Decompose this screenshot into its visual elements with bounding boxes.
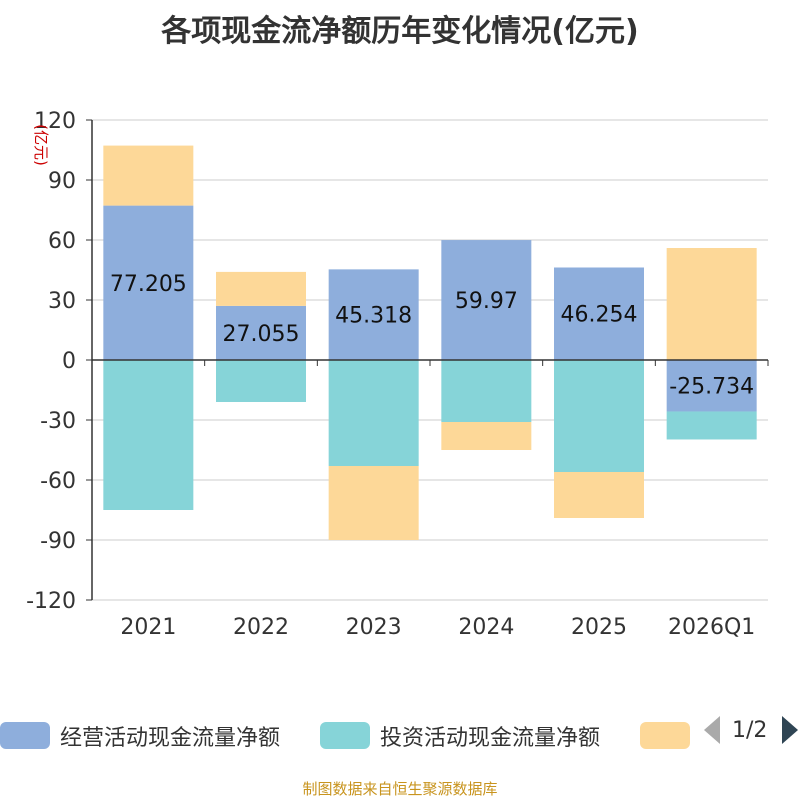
data-label: -25.734 xyxy=(669,375,754,400)
legend-swatch xyxy=(320,722,370,749)
data-label: 59.97 xyxy=(455,289,518,314)
bar-series3-0 xyxy=(103,145,194,206)
legend-label: 经营活动现金流量净额 xyxy=(60,726,281,751)
bar-series2-1 xyxy=(216,360,306,402)
bar-series1-1 xyxy=(216,305,306,360)
data-labels: 77.205 27.055 45.318 59.97 46.254 -25.734 xyxy=(110,272,754,400)
bar-series3-2 xyxy=(328,466,419,540)
y-tick-label: -120 xyxy=(26,589,76,614)
legend-swatch xyxy=(640,722,690,749)
bar-series1-4 xyxy=(554,267,644,360)
bar-series3-3 xyxy=(441,422,532,450)
x-tick-label: 2026Q1 xyxy=(668,615,755,640)
legend-next-arrow-icon[interactable] xyxy=(782,716,798,744)
data-label: 46.254 xyxy=(561,303,638,328)
legend-prev-arrow-icon[interactable] xyxy=(704,716,720,744)
legend: 经营活动现金流量净额 投资活动现金流量净额 xyxy=(0,714,800,754)
bar-series1-0 xyxy=(103,205,194,360)
data-label: 45.318 xyxy=(335,304,412,329)
bar-series3-4 xyxy=(554,472,644,518)
y-tick-label: 90 xyxy=(48,169,76,194)
bar-series3-5 xyxy=(666,248,757,360)
y-tick-label: 0 xyxy=(62,349,76,374)
y-tick-label: 30 xyxy=(48,289,76,314)
bar-series1-3 xyxy=(441,240,532,360)
legend-swatch xyxy=(0,722,50,749)
chart-title: 各项现金流净额历年变化情况(亿元) xyxy=(161,14,639,49)
bars xyxy=(103,145,757,540)
y-tick-label: 60 xyxy=(48,229,76,254)
bar-series1-5 xyxy=(666,360,757,412)
bar-series1-2 xyxy=(328,269,419,360)
x-tick-label: 2022 xyxy=(233,615,289,640)
y-tick-label: 120 xyxy=(34,109,76,134)
bar-series2-0 xyxy=(103,360,194,510)
y-axis-label: (亿元) xyxy=(32,124,50,166)
bar-series3-1 xyxy=(216,271,306,306)
y-tick-label: -30 xyxy=(40,409,76,434)
legend-page-indicator: 1/2 xyxy=(732,718,768,743)
x-tick-label: 2023 xyxy=(346,615,402,640)
data-label: 77.205 xyxy=(110,272,187,297)
bar-series2-5 xyxy=(666,411,757,440)
bar-series2-3 xyxy=(441,360,532,422)
grid-lines xyxy=(92,119,768,601)
legend-pager: 1/2 xyxy=(700,706,800,746)
axes: 120 90 60 30 0 -30 -60 -90 -120 (亿元) 2021 2022 2023 2… xyxy=(26,109,769,640)
y-tick-label: -60 xyxy=(40,469,76,494)
y-tick-label: -90 xyxy=(40,529,76,554)
bar-series2-2 xyxy=(328,360,419,466)
legend-label: 投资活动现金流量净额 xyxy=(380,726,601,751)
source-note: 制图数据来自恒生聚源数据库 xyxy=(302,780,498,798)
x-tick-label: 2024 xyxy=(458,615,514,640)
chart-plot: 120 90 60 30 0 -30 -60 -90 -120 (亿元) 2021 2022 2023 2… xyxy=(26,109,769,640)
x-tick-label: 2021 xyxy=(120,615,176,640)
x-tick-label: 2025 xyxy=(571,615,627,640)
data-label: 27.055 xyxy=(223,322,300,347)
bar-series2-4 xyxy=(554,360,644,472)
